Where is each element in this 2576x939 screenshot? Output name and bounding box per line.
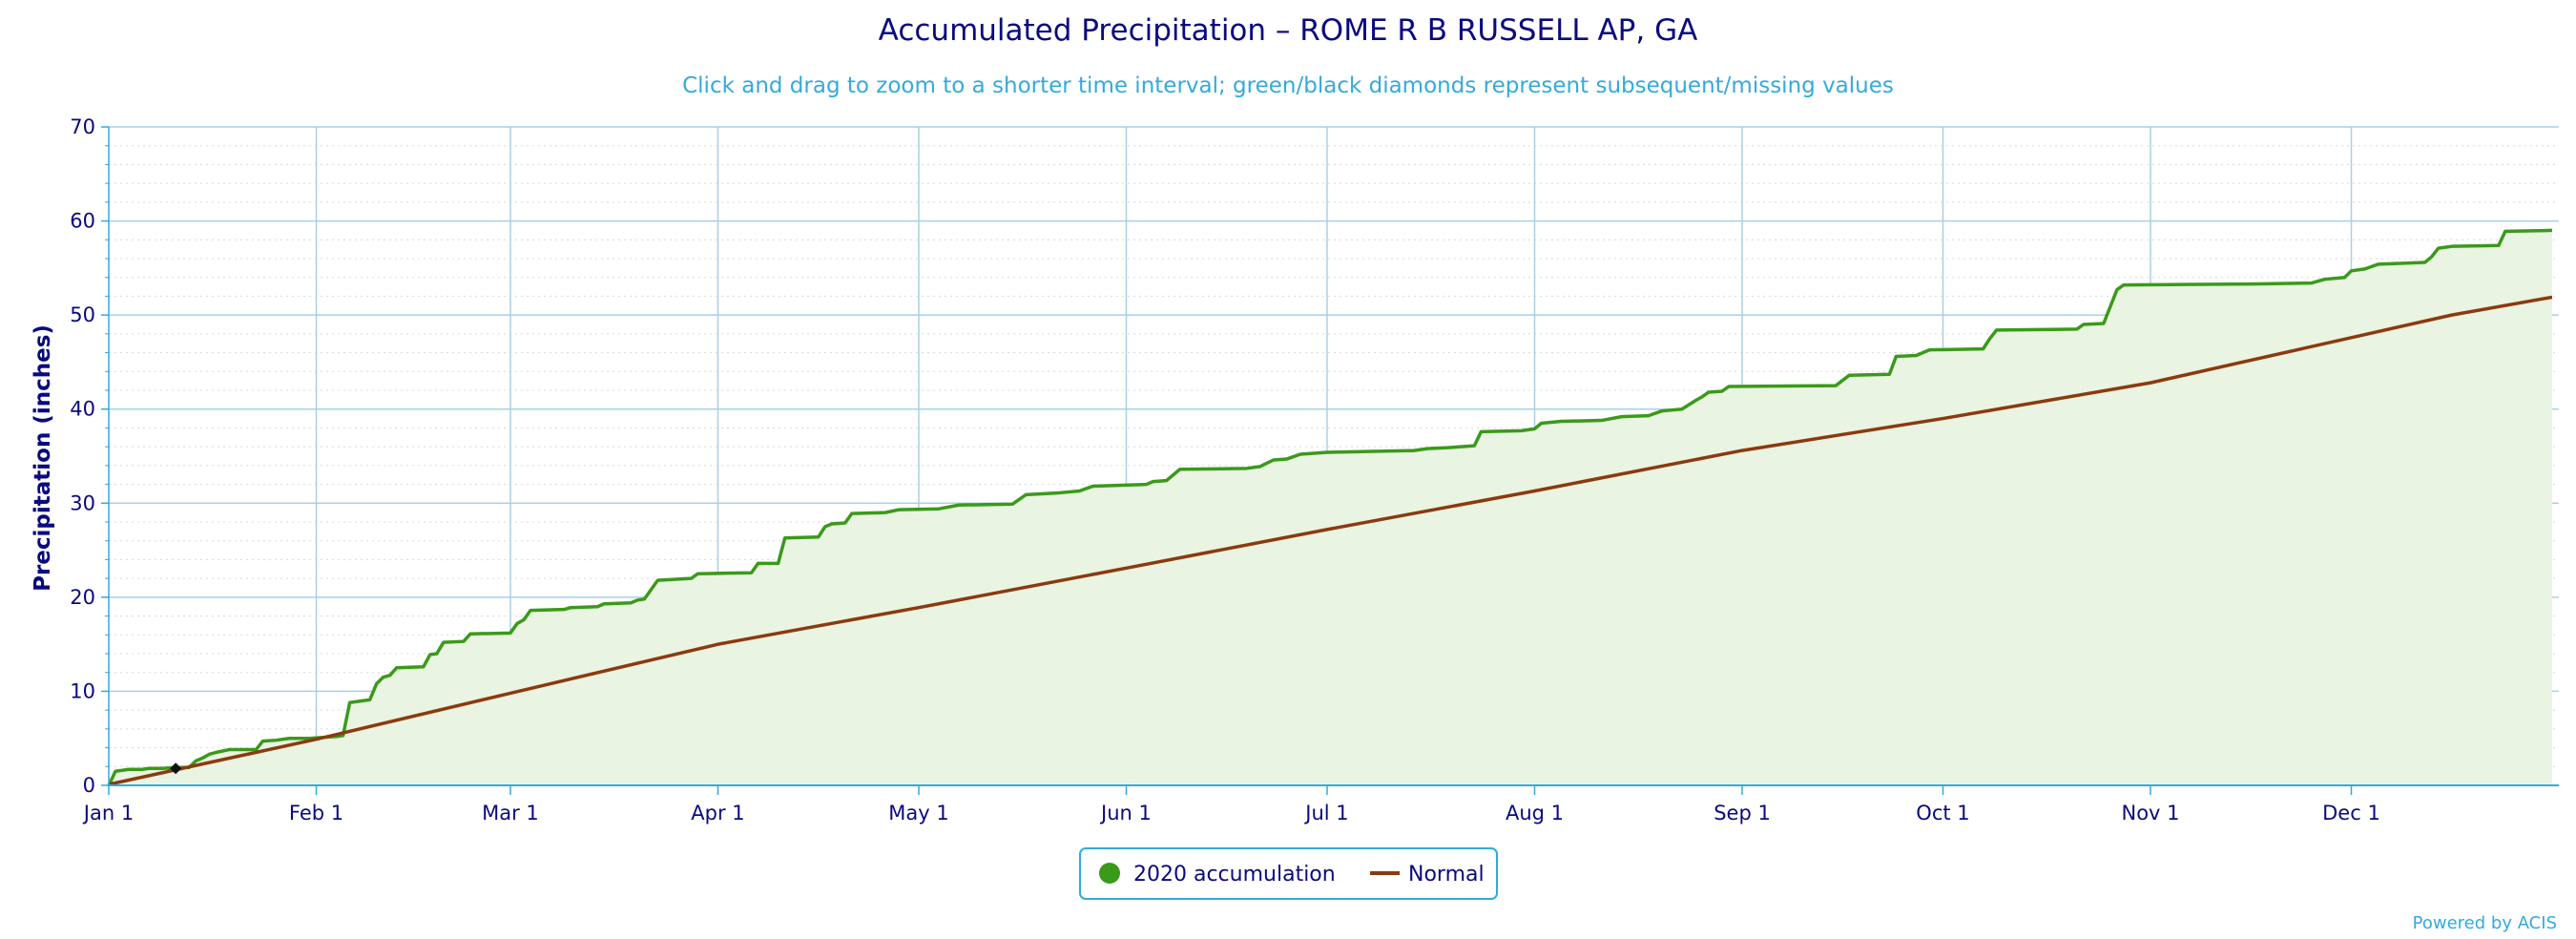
legend-item-normal[interactable]: Normal	[1370, 863, 1485, 887]
series-area	[109, 230, 2552, 785]
y-tick-label: 50	[70, 303, 95, 326]
credit-link[interactable]: Powered by ACIS	[2413, 913, 2557, 933]
x-tick-label: Jan 1	[82, 802, 134, 824]
markers	[170, 762, 182, 775]
series-line-2020-accumulation[interactable]	[107, 228, 2553, 786]
series-line-normal[interactable]	[108, 295, 2553, 786]
missing-value-marker	[170, 762, 182, 775]
series-lines	[107, 228, 2553, 786]
legend-label-2020-accumulation: 2020 accumulation	[1133, 863, 1336, 887]
y-tick-label: 30	[70, 491, 95, 514]
legend-label-normal: Normal	[1408, 863, 1485, 887]
x-tick-label: Mar 1	[482, 802, 539, 824]
x-tick-label: Nov 1	[2121, 802, 2179, 824]
x-tick-label: Sep 1	[1714, 802, 1771, 824]
y-tick-label: 0	[83, 774, 95, 797]
legend-item-2020-accumulation[interactable]: 2020 accumulation	[1099, 863, 1336, 887]
x-tick-label: Jul 1	[1303, 802, 1348, 824]
legend[interactable]: 2020 accumulation Normal	[1079, 847, 1498, 900]
chart-title: Accumulated Precipitation – ROME R B RUS…	[879, 13, 1698, 48]
y-axis-title: Precipitation (inches)	[31, 324, 55, 592]
y-tick-label: 60	[70, 210, 95, 233]
y-tick-labels: 0 10 20 30 40 50 60 70	[70, 115, 95, 797]
legend-symbol-2020-accumulation	[1099, 863, 1120, 884]
x-tick-label: Apr 1	[691, 802, 744, 824]
x-tick-label: Dec 1	[2322, 802, 2380, 824]
x-tick-label: May 1	[888, 802, 948, 824]
x-tick-label: Feb 1	[289, 802, 343, 824]
y-tick-label: 70	[70, 115, 95, 138]
x-tick-label: Aug 1	[1506, 802, 1564, 824]
series-fill-2020-accumulation	[109, 230, 2552, 785]
axes	[101, 126, 2559, 795]
y-tick-label: 40	[70, 398, 95, 421]
y-tick-label: 10	[70, 679, 95, 702]
x-tick-label: Jun 1	[1099, 802, 1152, 824]
x-tick-label: Oct 1	[1916, 802, 1969, 824]
chart-subtitle: Click and drag to zoom to a shorter time…	[682, 73, 1894, 98]
legend-box	[1079, 847, 1498, 900]
x-tick-labels: Jan 1 Feb 1 Mar 1 Apr 1 May 1 Jun 1 Jul 1 Aug 1…	[82, 802, 2380, 824]
y-tick-label: 20	[70, 586, 95, 609]
